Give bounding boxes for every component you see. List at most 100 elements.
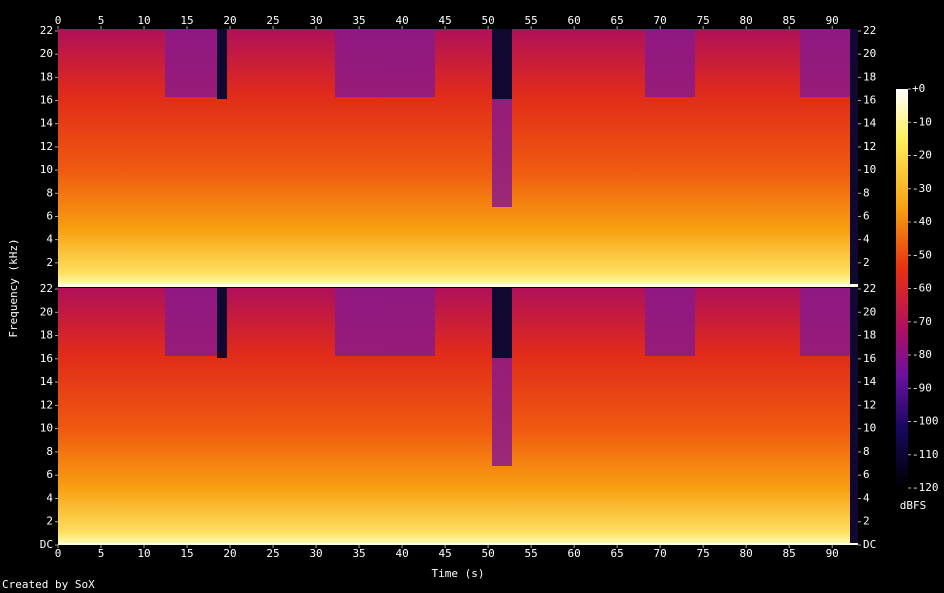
y-tick-label: 16 (40, 352, 53, 365)
x-tick-label: 45 (438, 14, 451, 27)
y-tick-label: 12 (863, 140, 876, 153)
credit: Created by SoX (2, 578, 95, 591)
y-tick-label: 10 (863, 163, 876, 176)
x-tick-label: 45 (438, 547, 451, 560)
x-tick-label: 40 (395, 14, 408, 27)
colorbar-tick-label: -10 (912, 115, 932, 128)
x-tick-label: 25 (266, 547, 279, 560)
y-tick-label: 16 (40, 94, 53, 107)
y-tick-label: 10 (863, 422, 876, 435)
y-tick-label: 6 (46, 209, 53, 222)
x-tick-label: 10 (137, 14, 150, 27)
colorbar-tick-label: -40 (912, 215, 932, 228)
x-tick-label: 0 (55, 547, 62, 560)
y-tick-label: 18 (863, 329, 876, 342)
x-tick-label: 90 (826, 547, 839, 560)
colorbar-tick-label: -30 (912, 182, 932, 195)
x-tick-label: 20 (223, 14, 236, 27)
colorbar-label: dBFS (900, 499, 927, 512)
y-tick-label: 6 (863, 209, 870, 222)
y-tick-label: 8 (863, 445, 870, 458)
y-tick-label: 2 (863, 256, 870, 269)
x-tick-label: 30 (309, 547, 322, 560)
y-tick-label: 12 (40, 140, 53, 153)
y-tick-label: 8 (46, 186, 53, 199)
y-tick-label: 12 (863, 398, 876, 411)
x-tick-label: 55 (524, 14, 537, 27)
y-tick-label: 20 (40, 47, 53, 60)
y-tick-label: 8 (46, 445, 53, 458)
y-tick-label: 6 (863, 468, 870, 481)
y-tick-label: DC (40, 538, 53, 551)
x-tick-label: 75 (697, 14, 710, 27)
x-tick-label: 25 (266, 14, 279, 27)
y-tick-label: DC (863, 538, 876, 551)
spectrogram-image (58, 29, 858, 545)
x-tick-label: 75 (697, 547, 710, 560)
colorbar-tick-label: -20 (912, 149, 932, 162)
y-tick-label: 10 (40, 422, 53, 435)
y-tick-label: 22 (40, 282, 53, 295)
x-tick-label: 60 (568, 14, 581, 27)
x-tick-label: 10 (137, 547, 150, 560)
y-tick-label: 18 (40, 70, 53, 83)
x-tick-label: 80 (740, 14, 753, 27)
x-axis-label: Time (s) (432, 567, 485, 580)
x-tick-label: 85 (783, 547, 796, 560)
y-tick-label: 22 (863, 282, 876, 295)
x-tick-label: 50 (481, 547, 494, 560)
y-tick-label: 4 (46, 491, 53, 504)
colorbar-tick-label: -60 (912, 282, 932, 295)
y-tick-label: 2 (46, 256, 53, 269)
y-tick-label: 12 (40, 398, 53, 411)
y-axis-label: Frequency (kHz) (7, 238, 20, 337)
x-tick-label: 70 (654, 14, 667, 27)
y-tick-label: 16 (863, 94, 876, 107)
y-tick-label: 20 (40, 305, 53, 318)
colorbar-tick-label: -120 (912, 481, 939, 494)
x-tick-label: 65 (611, 14, 624, 27)
y-tick-label: 14 (40, 375, 54, 388)
colorbar-tick-label: -110 (912, 448, 939, 461)
y-tick-label: 8 (863, 186, 870, 199)
colorbar-tick-label: +0 (912, 82, 925, 95)
colorbar-tick-label: -80 (912, 348, 932, 361)
y-tick-label: 4 (863, 491, 870, 504)
x-tick-label: 65 (611, 547, 624, 560)
colorbar (896, 89, 908, 488)
y-tick-label: 4 (46, 233, 53, 246)
colorbar-tick-label: -90 (912, 381, 932, 394)
x-tick-label: 35 (352, 547, 365, 560)
x-tick-label: 35 (352, 14, 365, 27)
x-tick-label: 20 (223, 547, 236, 560)
y-tick-label: 18 (40, 329, 53, 342)
y-tick-label: 20 (863, 305, 876, 318)
y-tick-label: 22 (40, 24, 53, 37)
y-tick-label: 2 (46, 515, 53, 528)
x-tick-label: 50 (481, 14, 494, 27)
x-tick-label: 70 (654, 547, 667, 560)
x-tick-label: 90 (826, 14, 839, 27)
y-tick-label: 18 (863, 70, 876, 83)
x-tick-label: 55 (524, 547, 537, 560)
y-tick-label: 10 (40, 163, 53, 176)
x-tick-label: 15 (180, 14, 193, 27)
y-tick-label: 14 (863, 117, 877, 130)
y-tick-label: 14 (40, 117, 54, 130)
colorbar-tick-label: -50 (912, 248, 932, 261)
y-tick-label: 22 (863, 24, 876, 37)
x-tick-label: 5 (98, 14, 105, 27)
y-tick-label: 6 (46, 468, 53, 481)
x-tick-label: 80 (740, 547, 753, 560)
x-tick-label: 0 (55, 14, 62, 27)
y-tick-label: 4 (863, 233, 870, 246)
x-tick-label: 85 (783, 14, 796, 27)
colorbar-tick-label: -70 (912, 315, 932, 328)
x-tick-label: 60 (568, 547, 581, 560)
y-tick-label: 14 (863, 375, 877, 388)
y-tick-label: 20 (863, 47, 876, 60)
x-tick-label: 30 (309, 14, 322, 27)
y-tick-label: 16 (863, 352, 876, 365)
x-tick-label: 40 (395, 547, 408, 560)
